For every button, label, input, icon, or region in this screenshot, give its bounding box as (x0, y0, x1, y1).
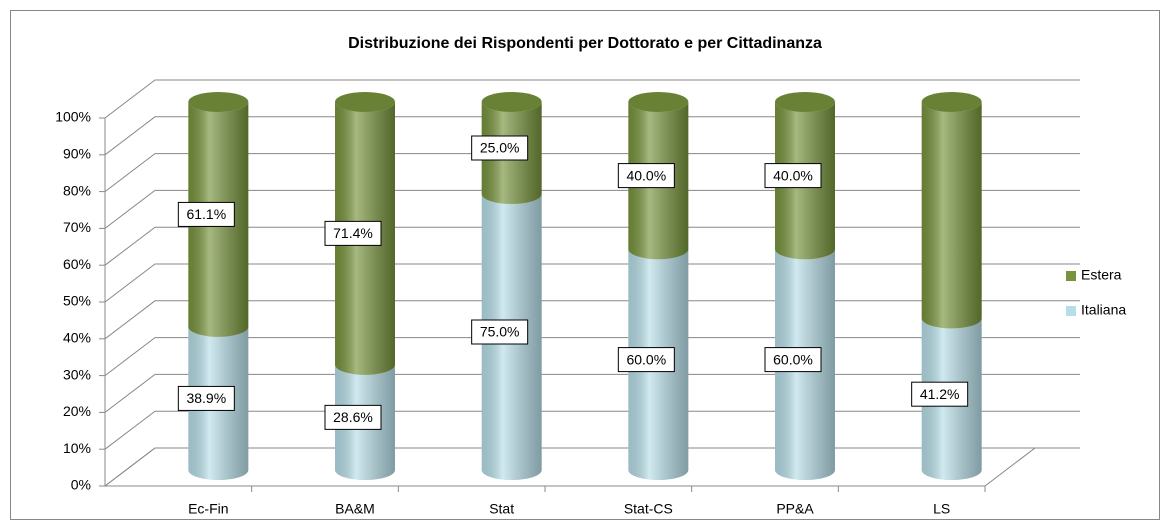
cap-shade (921, 92, 982, 112)
y-tick-label: 60% (63, 256, 91, 272)
cylinder-cap (921, 92, 982, 112)
label-box (324, 404, 382, 430)
cap-shade (335, 92, 395, 112)
data-label: 60.0% (773, 351, 813, 367)
label-box (471, 135, 529, 161)
y-tick-label: 30% (63, 366, 91, 382)
y-tick-label: 70% (63, 219, 91, 235)
legend-label: Estera (1081, 267, 1122, 283)
x-tick-label: Stat (489, 501, 514, 517)
grid-line (104, 373, 1080, 413)
y-tick-label: 50% (63, 293, 91, 309)
y-tick-label: 20% (63, 403, 91, 419)
cylinder-cap (188, 92, 249, 112)
grid-line (104, 410, 1080, 450)
y-tick-label: 10% (63, 440, 91, 456)
label-box (471, 319, 529, 345)
grid-line (104, 153, 1080, 192)
data-label: 41.2% (920, 386, 960, 402)
x-tick-label: PP&A (776, 501, 814, 517)
x-tick-label: Ec-Fin (188, 501, 228, 517)
legend: Estera Italiana (1066, 267, 1126, 318)
data-label: 40.0% (773, 167, 813, 183)
cylinder-cap (628, 92, 689, 112)
label-box (177, 201, 235, 227)
label-box (617, 163, 675, 189)
grid-line (104, 300, 1080, 340)
labels: Ec-Fin 38.9% 61.1% BA&M 28.6% 71.4% Stat 75.0% 2… (177, 135, 969, 517)
grid-line (104, 79, 1080, 119)
grid: 0% 10% 20% 30% 40% 50% 60% 70% 80% 90% 100% (55, 79, 1080, 493)
data-label: 40.0% (626, 167, 666, 183)
label-box (911, 381, 969, 407)
data-label: 38.9% (186, 390, 226, 406)
chart-title: Distribuzione dei Rispondenti per Dottor… (348, 35, 822, 52)
legend-swatch (1066, 306, 1076, 316)
legend-swatch (1066, 271, 1076, 281)
y-tick-label: 100% (55, 109, 91, 125)
data-label: 61.1% (186, 206, 226, 222)
cap-shade (188, 92, 249, 112)
y-tick-label: 80% (63, 182, 91, 198)
data-label: 28.6% (333, 409, 373, 425)
cylinder-cap (335, 92, 395, 112)
grid-line (104, 189, 1080, 229)
grid-line (104, 447, 1080, 487)
data-label: 75.0% (480, 324, 520, 340)
x-tick-label: LS (933, 501, 950, 517)
label-box (324, 220, 382, 246)
cap-shade (481, 92, 542, 112)
cap-shade (775, 92, 835, 112)
label-box (764, 347, 822, 373)
grid-line (104, 226, 1080, 266)
label-box (764, 163, 822, 189)
grid-line (104, 116, 1080, 156)
grid-line (104, 337, 1080, 376)
shade (921, 102, 982, 329)
y-tick-label: 0% (71, 477, 91, 493)
cylinder-cap (481, 92, 542, 112)
cylinder-cap (775, 92, 835, 112)
data-label: 60.0% (626, 351, 666, 367)
cap-shade (628, 92, 689, 112)
y-tick-label: 90% (63, 146, 91, 162)
label-box (617, 347, 675, 373)
chart-border (10, 10, 1160, 520)
x-tick-label: BA&M (335, 501, 375, 517)
y-tick-label: 40% (63, 330, 91, 346)
x-tick-label: Stat-CS (624, 501, 673, 517)
legend-label: Italiana (1081, 302, 1126, 318)
data-label: 25.0% (480, 140, 520, 156)
label-box (177, 385, 235, 411)
data-label: 71.4% (333, 225, 373, 241)
grid-line (104, 263, 1080, 303)
